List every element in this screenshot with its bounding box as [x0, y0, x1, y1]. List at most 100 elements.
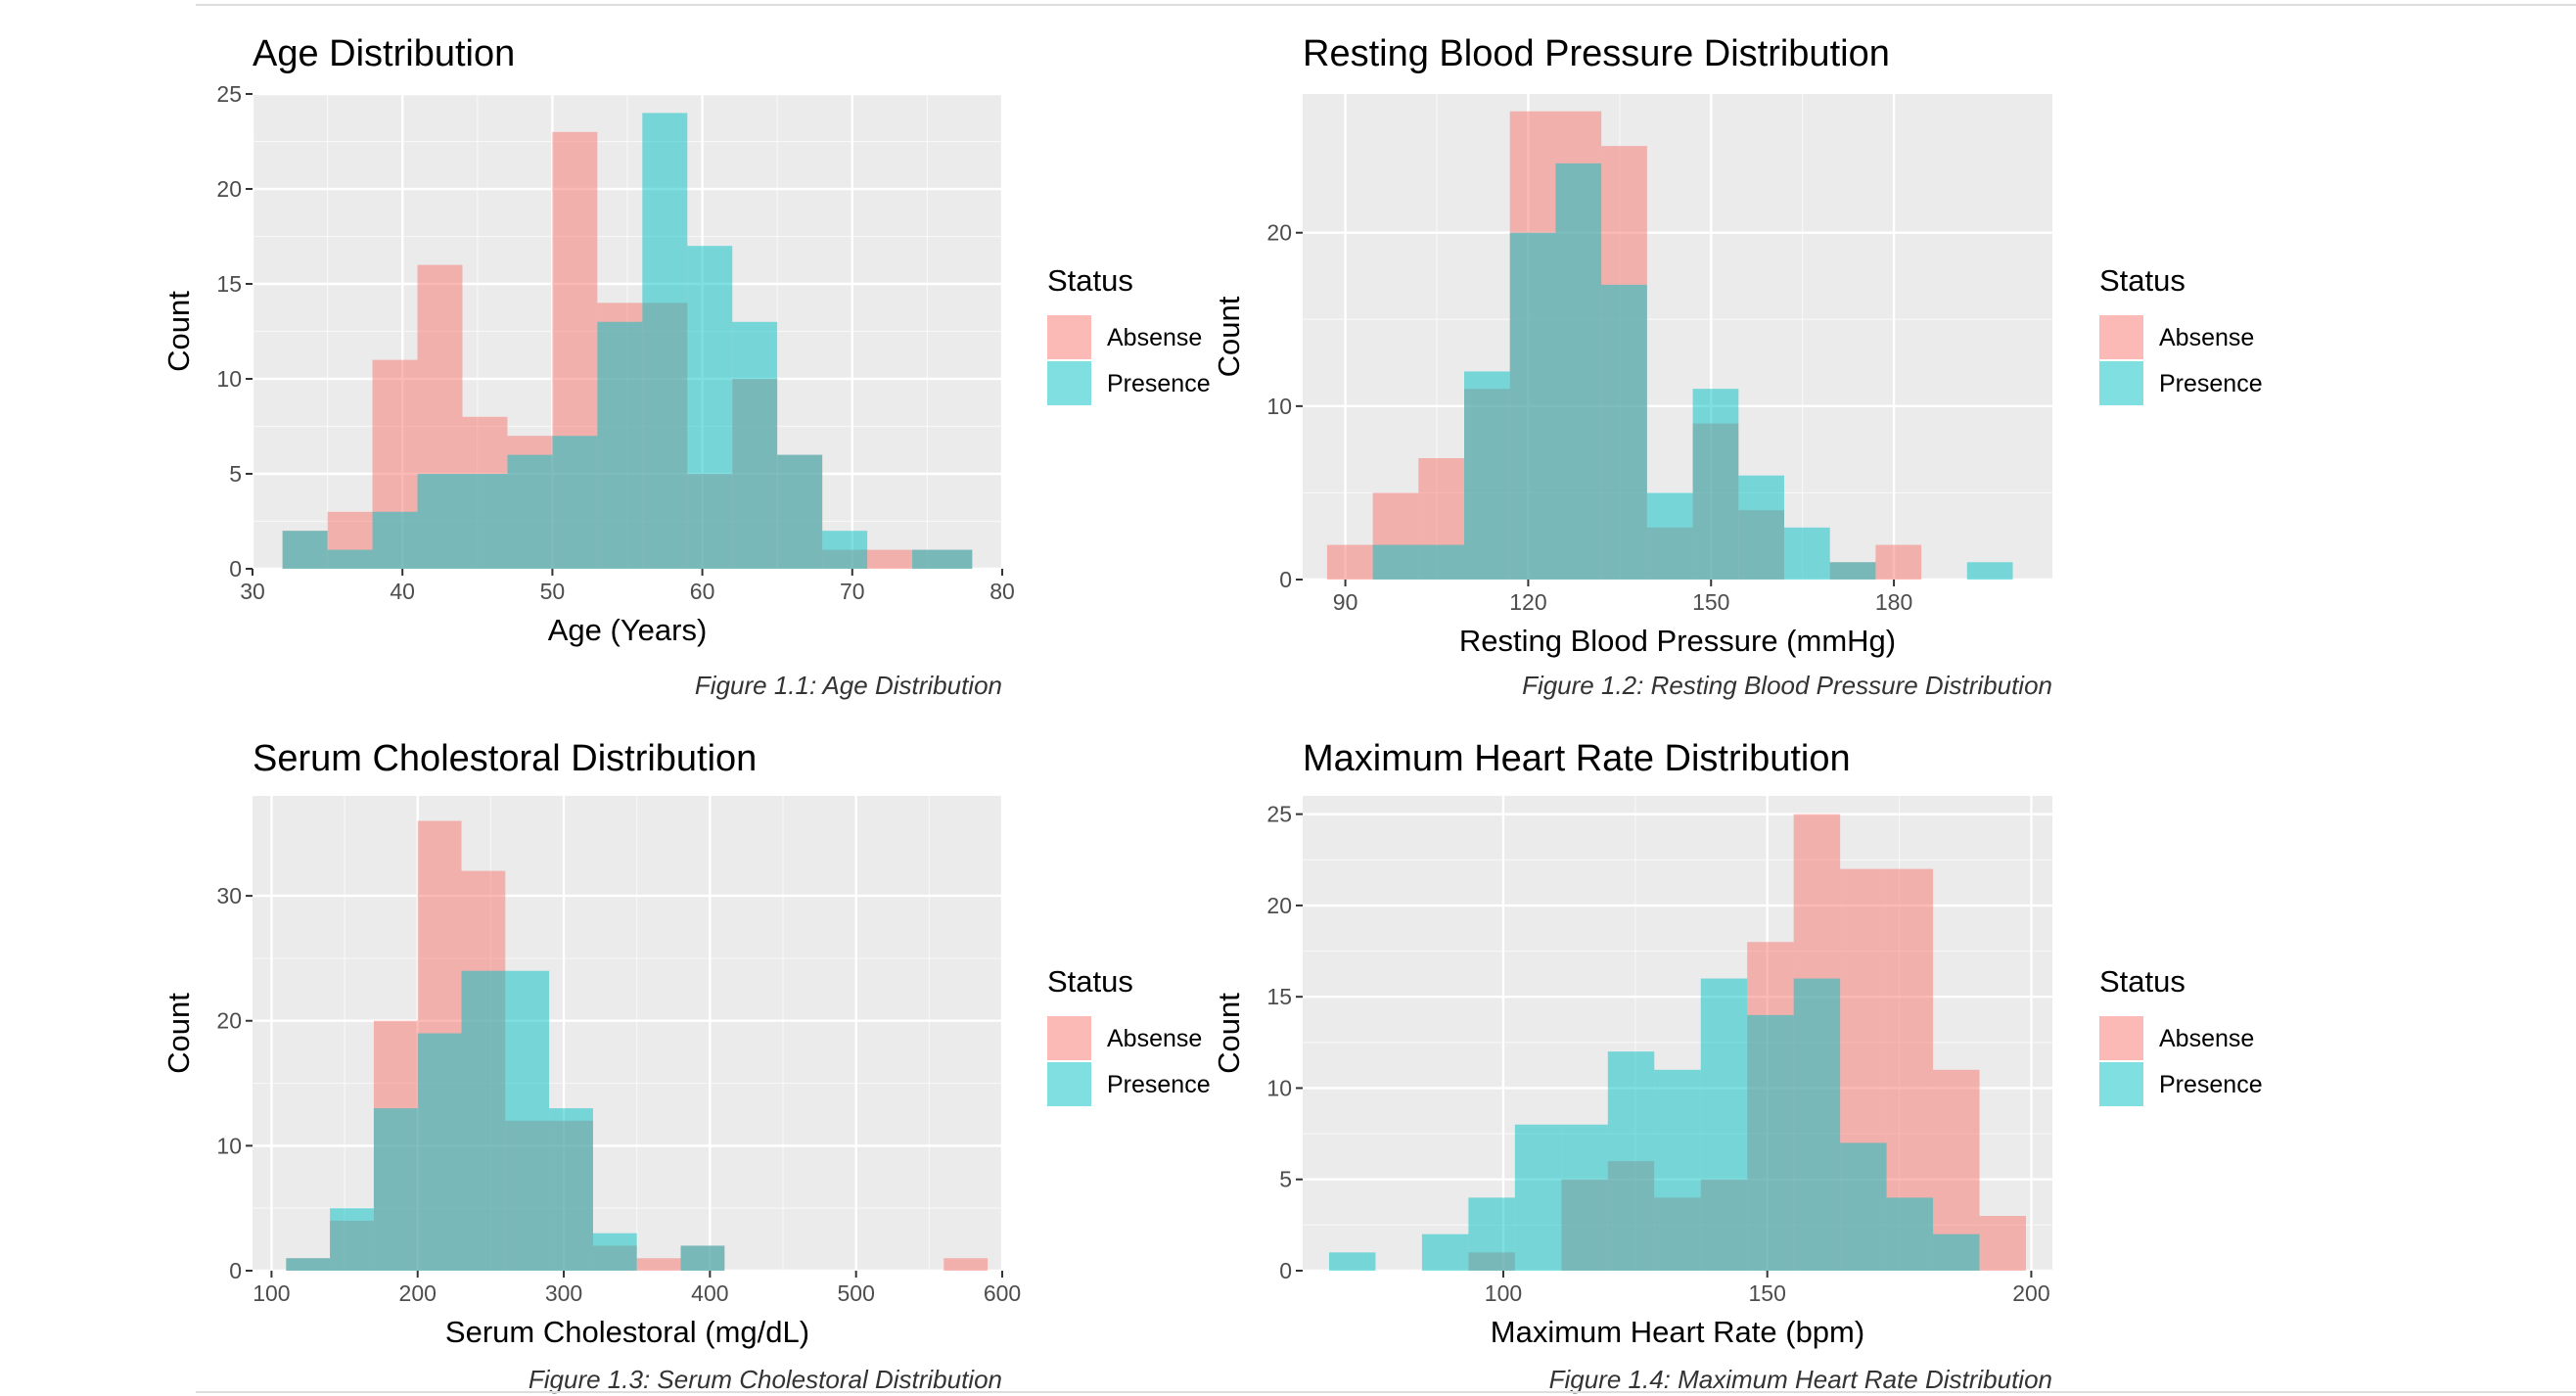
y-axis-title: Count	[161, 993, 196, 1074]
bar-presence	[1886, 1197, 1934, 1271]
bar-presence	[1607, 1051, 1655, 1271]
bar-presence	[822, 531, 868, 569]
y-tick-label: 5	[1279, 1167, 1292, 1192]
chart-title: Resting Blood Pressure Distribution	[1303, 33, 1890, 74]
bar-presence	[1793, 978, 1841, 1271]
x-tick-label: 100	[253, 1280, 290, 1306]
x-tick-label: 70	[840, 579, 865, 604]
y-tick-label: 20	[216, 1008, 242, 1034]
y-axis-title: Count	[1212, 296, 1246, 377]
bar-presence	[912, 549, 973, 569]
legend: Status Absense Presence	[1047, 964, 1211, 1106]
bar-presence	[1418, 544, 1465, 580]
figure-caption: Figure 1.1: Age Distribution	[695, 671, 1002, 700]
legend-title: Status	[2099, 263, 2185, 298]
chart-age: 30 40 50 60 70 80 0 5 10 15 20 25 Age Distribution Ag…	[161, 33, 1211, 700]
y-tick-label: 15	[1266, 984, 1292, 1009]
y-tick-label: 0	[1279, 1258, 1292, 1283]
x-tick-label: 180	[1875, 589, 1912, 615]
x-tick-label: 100	[1485, 1280, 1522, 1306]
x-tick-label: 200	[2012, 1280, 2049, 1306]
chart-chol: 100 200 300 400 500 600 0 10 20 30 Serum Cholestor…	[161, 738, 1211, 1394]
bar-presence	[552, 436, 598, 569]
x-tick-label: 60	[690, 579, 715, 604]
chart-hr: 100 150 200 0 5 10 15 20 25 Maximum Heart Rate Di…	[1212, 738, 2263, 1394]
bar-presence	[1966, 562, 2013, 580]
y-axis-title: Count	[161, 291, 196, 372]
legend-key-presence	[1047, 361, 1091, 405]
x-tick-label: 300	[545, 1280, 582, 1306]
chart-title: Serum Cholestoral Distribution	[253, 738, 757, 779]
legend-key-absense	[2099, 315, 2143, 359]
bar-presence	[330, 1208, 374, 1271]
bar-presence	[1464, 371, 1510, 580]
legend-label: Absense	[2159, 324, 2254, 351]
bar-presence	[372, 511, 418, 569]
bar-presence	[680, 1245, 725, 1271]
chart-title: Maximum Heart Rate Distribution	[1303, 738, 1851, 779]
bar-absense	[1979, 1216, 2027, 1271]
bar-presence	[1421, 1233, 1469, 1271]
legend-key-absense	[1047, 1016, 1091, 1060]
legend-key-presence	[2099, 1062, 2143, 1106]
bar-presence	[1840, 1142, 1887, 1271]
bar-presence	[1514, 1124, 1562, 1271]
chart-title: Age Distribution	[253, 33, 515, 74]
x-axis-title: Age (Years)	[548, 613, 708, 647]
bar-presence	[462, 474, 508, 569]
y-tick-label: 25	[1266, 802, 1292, 827]
bar-presence	[286, 1258, 331, 1271]
bar-presence	[1654, 1069, 1701, 1271]
y-tick-label: 10	[1266, 394, 1292, 419]
bar-presence	[597, 321, 643, 569]
y-tick-label: 0	[1279, 567, 1292, 592]
x-tick-label: 40	[390, 579, 415, 604]
x-axis-title: Maximum Heart Rate (bpm)	[1491, 1315, 1864, 1349]
y-tick-label: 10	[1266, 1075, 1292, 1100]
legend-key-presence	[2099, 361, 2143, 405]
bar-presence	[327, 549, 373, 569]
y-tick-label: 5	[229, 461, 242, 487]
bar-presence	[1561, 1124, 1608, 1271]
legend-label: Presence	[1107, 370, 1211, 397]
x-tick-label: 80	[989, 579, 1015, 604]
legend-title: Status	[2099, 964, 2185, 999]
legend-title: Status	[1047, 263, 1133, 298]
x-tick-label: 600	[984, 1280, 1021, 1306]
y-tick-label: 0	[229, 556, 242, 582]
legend-key-absense	[2099, 1016, 2143, 1060]
bar-presence	[505, 970, 550, 1271]
bar-presence	[732, 321, 778, 569]
bar-absense	[943, 1258, 989, 1271]
legend-label: Absense	[1107, 324, 1202, 351]
legend-label: Absense	[1107, 1025, 1202, 1052]
bar-presence	[1933, 1233, 1980, 1271]
figure-caption: Figure 1.2: Resting Blood Pressure Distr…	[1522, 671, 2052, 700]
legend-label: Presence	[1107, 1071, 1211, 1098]
y-tick-label: 20	[1266, 893, 1292, 918]
bar-presence	[592, 1233, 637, 1271]
bar-absense	[867, 549, 913, 569]
bar-absense	[636, 1258, 681, 1271]
x-tick-label: 150	[1749, 1280, 1786, 1306]
y-tick-label: 10	[216, 366, 242, 392]
bar-presence	[1468, 1197, 1515, 1271]
y-tick-label: 25	[216, 81, 242, 107]
y-tick-label: 15	[216, 271, 242, 297]
x-tick-label: 120	[1509, 589, 1546, 615]
bar-presence	[777, 454, 823, 569]
legend: Status Absense Presence	[2099, 263, 2263, 405]
bar-absense	[1326, 544, 1373, 580]
figure-caption: Figure 1.3: Serum Cholestoral Distributi…	[529, 1365, 1002, 1394]
bar-presence	[1738, 475, 1784, 580]
bar-presence	[1646, 492, 1693, 580]
bar-presence	[1509, 232, 1556, 580]
bar-presence	[1747, 1014, 1794, 1271]
bar-absense	[1875, 544, 1922, 580]
bar-presence	[1372, 544, 1419, 580]
legend-label: Absense	[2159, 1025, 2254, 1052]
legend-label: Presence	[2159, 370, 2263, 397]
x-tick-label: 150	[1692, 589, 1729, 615]
